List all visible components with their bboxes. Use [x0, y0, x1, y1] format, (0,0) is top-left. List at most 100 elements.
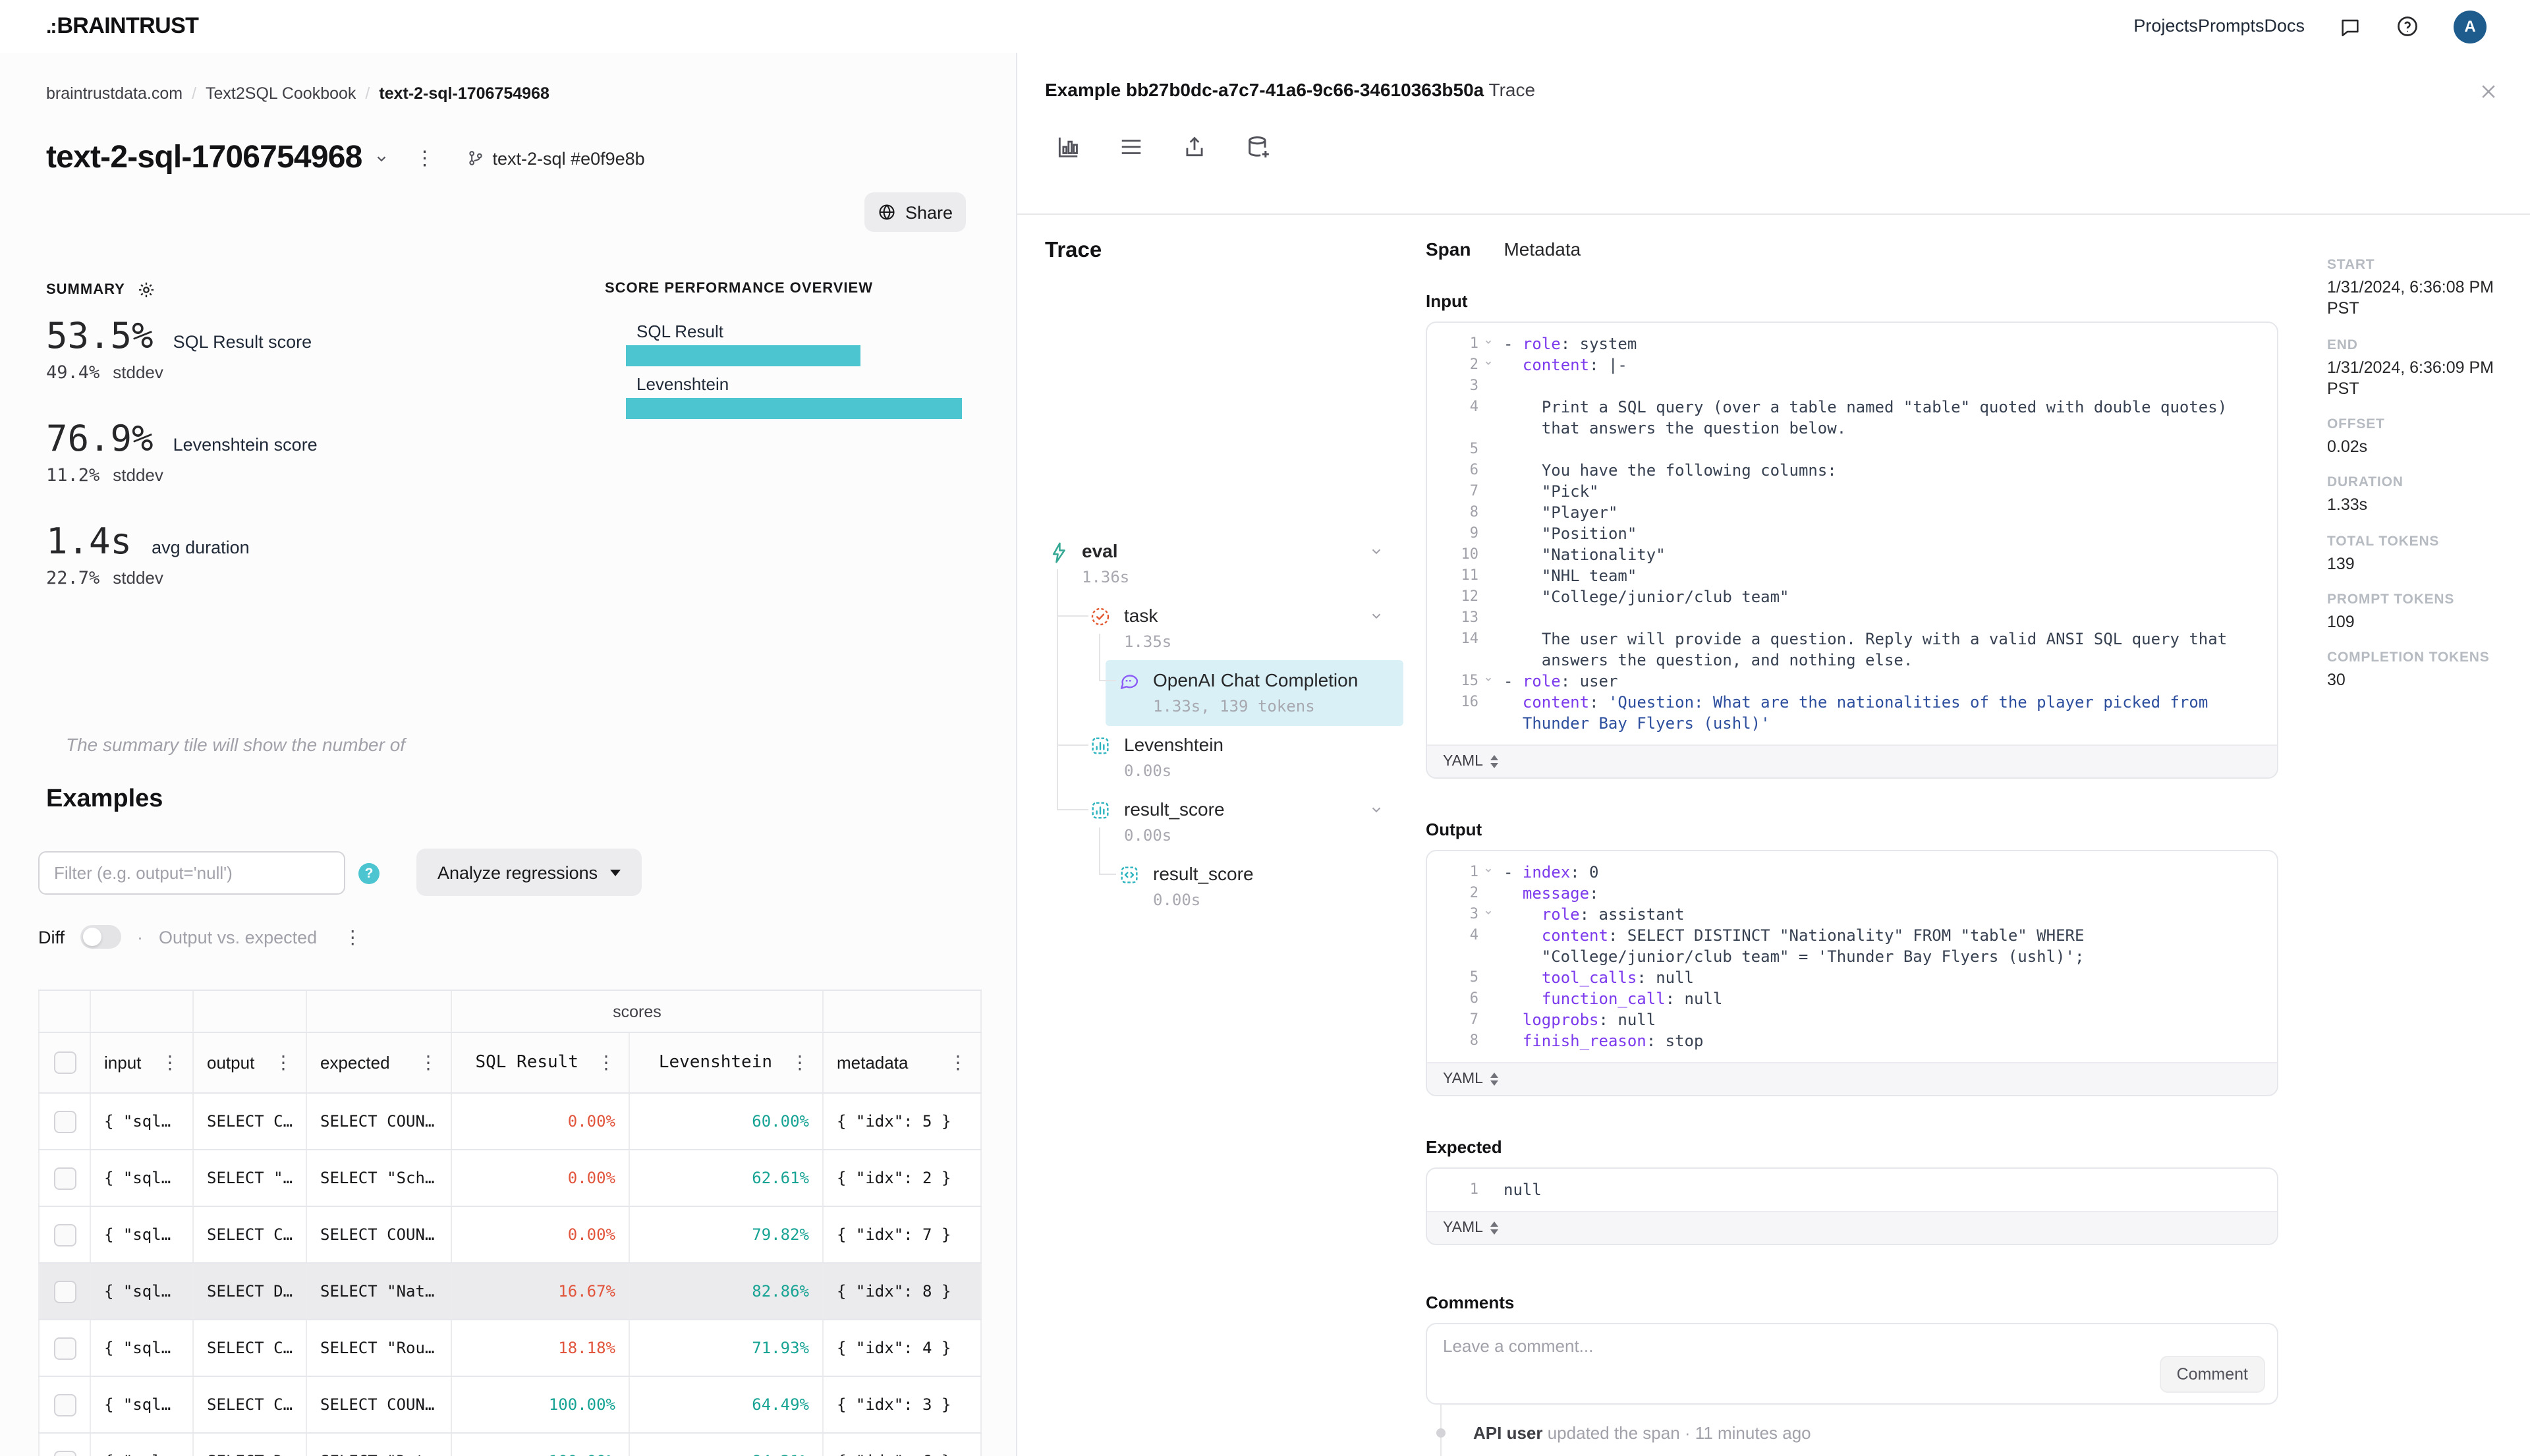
column-kebab-icon[interactable]: ⋮ — [791, 1052, 809, 1073]
diff-kebab-icon[interactable]: ⋮ — [343, 926, 362, 947]
dataset-add-icon[interactable] — [1245, 134, 1272, 161]
column-kebab-icon[interactable]: ⋮ — [274, 1051, 293, 1073]
meta-label: START — [2327, 257, 2375, 273]
column-header-levenshtein[interactable]: Levenshtein ⋮ — [630, 1033, 824, 1092]
diff-toggle[interactable] — [80, 925, 122, 949]
column-kebab-icon[interactable]: ⋮ — [419, 1051, 437, 1073]
tree-node-eval[interactable]: eval — [1082, 540, 1118, 561]
braintrust-logo[interactable]: .: BRAINTRUST — [46, 13, 199, 40]
tree-node-levenshtein[interactable]: Levenshtein — [1124, 734, 1224, 755]
tab-span[interactable]: Span — [1426, 238, 1471, 260]
gear-icon[interactable] — [137, 281, 155, 299]
feedback-icon[interactable] — [2339, 15, 2361, 38]
row-checkbox[interactable] — [53, 1110, 76, 1133]
tree-node-duration: 0.00s — [1153, 891, 1201, 909]
tree-connector — [1057, 744, 1088, 746]
chart-icon[interactable] — [1055, 134, 1081, 161]
nav-link-projects[interactable]: Projects — [2133, 16, 2198, 36]
tree-node-result_score[interactable]: result_score — [1153, 863, 1254, 884]
yaml-format-select[interactable]: YAML — [1427, 744, 2277, 777]
trace-panel-title: Example bb27b0dc-a7c7-41a6-9c66-34610363… — [1045, 79, 1535, 100]
expected-code-block[interactable]: 1 null YAML — [1426, 1167, 2278, 1245]
column-header-input[interactable]: input ⋮ — [91, 1033, 194, 1092]
branch-ref[interactable]: text-2-sql #e0f9e8b — [466, 148, 645, 168]
breadcrumb-item[interactable]: Text2SQL Cookbook — [206, 84, 356, 103]
diff-hint: Output vs. expected — [159, 927, 318, 947]
rows-icon[interactable] — [1119, 134, 1144, 161]
summary-stat: 53.5% SQL Result score 49.4% stddev — [46, 316, 318, 383]
chevron-down-icon[interactable] — [1369, 802, 1384, 817]
task-span-icon — [1090, 606, 1111, 627]
collapse-chevron-icon[interactable] — [1484, 675, 1493, 684]
cell-output: SELECT C… — [194, 1207, 307, 1262]
cell-input: { "sql… — [91, 1320, 194, 1376]
meta-item-end: END 1/31/2024, 6:36:09 PM PST — [2327, 337, 2525, 399]
column-header-output[interactable]: output ⋮ — [194, 1033, 307, 1092]
row-checkbox[interactable] — [53, 1337, 76, 1359]
column-kebab-icon[interactable]: ⋮ — [597, 1052, 615, 1073]
help-icon[interactable] — [2396, 14, 2419, 38]
title-kebab-icon[interactable]: ⋮ — [414, 148, 435, 170]
column-label: metadata — [837, 1053, 909, 1073]
branch-label: text-2-sql #e0f9e8b — [492, 148, 645, 168]
breadcrumb-item[interactable]: braintrustdata.com — [46, 84, 183, 103]
table-row[interactable]: { "sql… SELECT C… SELECT COUN… 0.00% 79.82%{… — [38, 1207, 982, 1264]
cell-sql-result: 0.00% — [452, 1094, 630, 1149]
table-row[interactable]: { "sql… SELECT C… SELECT "Rou… 18.18% 71.93%… — [38, 1320, 982, 1377]
column-header-expected[interactable]: expected ⋮ — [307, 1033, 452, 1092]
collapse-chevron-icon[interactable] — [1484, 358, 1493, 368]
tab-metadata[interactable]: Metadata — [1504, 238, 1581, 260]
code-line: 4 Print a SQL query (over a table named … — [1427, 397, 2277, 439]
filter-input[interactable]: Filter (e.g. output='null') — [38, 851, 345, 895]
table-row[interactable]: { "sql… SELECT D… SELECT "Nat… 16.67% 82.86%… — [38, 1264, 982, 1320]
select-all-checkbox[interactable] — [53, 1051, 76, 1074]
share-button[interactable]: Share — [864, 192, 966, 232]
column-kebab-icon[interactable]: ⋮ — [949, 1051, 967, 1073]
nav-link-prompts[interactable]: Prompts — [2197, 16, 2264, 36]
column-kebab-icon[interactable]: ⋮ — [161, 1051, 179, 1073]
column-header-sql-result[interactable]: SQL Result ⋮ — [452, 1033, 630, 1092]
nav-link-docs[interactable]: Docs — [2264, 16, 2305, 36]
row-checkbox[interactable] — [53, 1167, 76, 1189]
collapse-chevron-icon[interactable] — [1484, 337, 1493, 347]
table-row[interactable]: { "sql… SELECT "… SELECT "Sch… 0.00% 62.61%{… — [38, 1150, 982, 1207]
yaml-format-select[interactable]: YAML — [1427, 1211, 2277, 1244]
row-checkbox[interactable] — [53, 1450, 76, 1456]
collapse-chevron-icon[interactable] — [1484, 866, 1493, 875]
cell-metadata: { "idx": 3 } — [824, 1377, 982, 1432]
meta-item-offset: OFFSET 0.02s — [2327, 416, 2525, 458]
input-code-block[interactable]: 1- role: system 2 content: |- 3 4 Print a … — [1426, 322, 2278, 779]
summary-stat: 76.9% Levenshtein score 11.2% stddev — [46, 419, 318, 486]
chevron-down-icon[interactable] — [1369, 544, 1384, 559]
column-header-metadata[interactable]: metadata ⋮ — [824, 1033, 982, 1092]
table-row[interactable]: { "sql…SELECT D…SELECT "Dat…100.00%84.21… — [38, 1434, 982, 1456]
export-icon[interactable] — [1182, 134, 1207, 161]
row-checkbox[interactable] — [53, 1223, 76, 1246]
tree-node-task[interactable]: task — [1124, 605, 1158, 626]
tree-node-result_score[interactable]: result_score — [1124, 798, 1225, 820]
span-detail: Span Metadata Input 1- role: system 2 con… — [1426, 238, 2278, 1456]
close-icon[interactable] — [2479, 82, 2498, 101]
column-label: expected — [320, 1053, 390, 1073]
yaml-format-select[interactable]: YAML — [1427, 1062, 2277, 1095]
row-checkbox[interactable] — [53, 1393, 76, 1416]
tree-node-openai-chat-completion[interactable]: OpenAI Chat Completion — [1153, 669, 1359, 690]
stat-stddev-label: stddev — [113, 568, 163, 588]
avatar[interactable]: A — [2454, 10, 2487, 43]
row-checkbox[interactable] — [53, 1280, 76, 1302]
comment-box[interactable]: Leave a comment... Comment — [1426, 1323, 2278, 1405]
table-row[interactable]: { "sql… SELECT C… SELECT COUN… 100.00% 64.49… — [38, 1377, 982, 1434]
filter-help-icon[interactable]: ? — [358, 863, 380, 884]
collapse-chevron-icon[interactable] — [1484, 908, 1493, 917]
cell-metadata: { "idx": 8 } — [824, 1264, 982, 1319]
chevron-down-icon[interactable] — [374, 151, 389, 165]
comment-button[interactable]: Comment — [2159, 1356, 2265, 1393]
chevron-down-icon[interactable] — [1369, 609, 1384, 623]
analyze-regressions-button[interactable]: Analyze regressions — [416, 849, 642, 896]
breadcrumb-item[interactable]: text-2-sql-1706754968 — [379, 84, 549, 103]
cell-output: SELECT C… — [194, 1094, 307, 1149]
table-row[interactable]: { "sql… SELECT C… SELECT COUN… 0.00% 60.00%{… — [38, 1094, 982, 1150]
meta-value: 0.02s — [2327, 437, 2368, 456]
